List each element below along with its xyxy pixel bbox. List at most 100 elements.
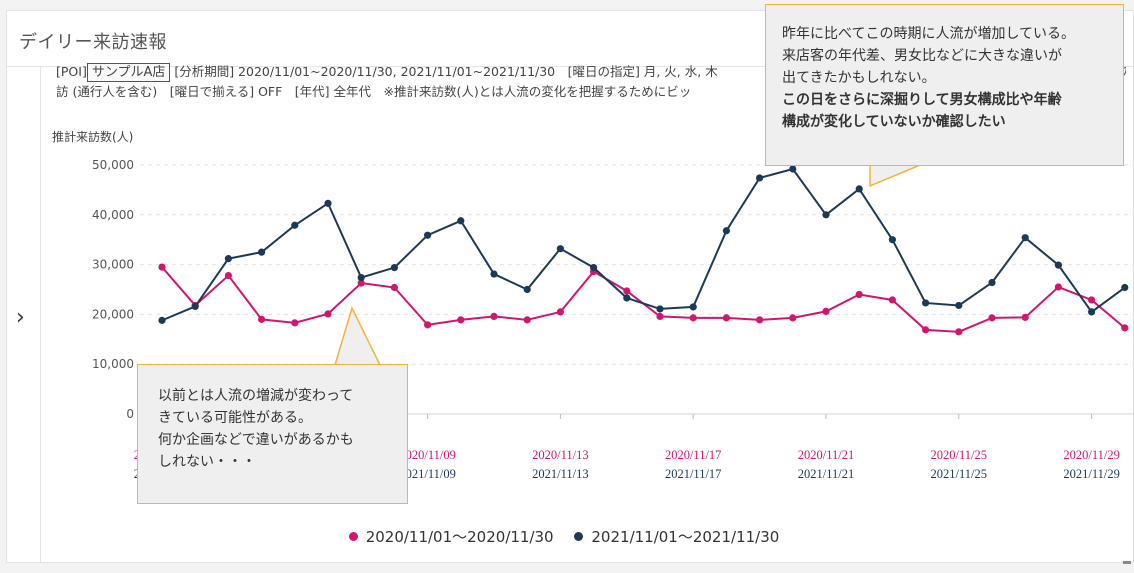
series-line-2020: [161, 266, 1126, 333]
x-tick-label-2020: 2020/11/21: [798, 448, 854, 462]
data-point-2020: [1121, 324, 1129, 332]
data-point-2020: [922, 326, 930, 334]
data-point-2020: [822, 307, 830, 316]
data-point-2020: [158, 263, 166, 271]
data-point-2020: [324, 310, 332, 318]
data-point-2020: [523, 316, 531, 324]
x-tick-label-2021: 2021/11/21: [798, 467, 854, 481]
data-point-2020: [1021, 313, 1029, 321]
data-point-2021: [822, 211, 830, 219]
data-point-2020: [756, 316, 764, 324]
callout-bottom-line-4: しれない・・・: [158, 454, 256, 470]
legend-dot-2020: [348, 532, 358, 541]
legend-label-2021: 2021/11/01〜2021/11/30: [591, 528, 780, 546]
card-header: デイリー来訪速報: [7, 11, 1133, 67]
data-point-2021: [1054, 261, 1062, 269]
callout-top: 昨年に比べてこの時期に人流が増加している。 来店客の年代差、男女比などに大きな違…: [765, 4, 1124, 166]
legend-label-2020: 2020/11/01〜2020/11/30: [365, 528, 554, 546]
data-point-2020: [291, 319, 299, 327]
data-point-2021: [457, 217, 465, 225]
x-tick-label-2021: 2021/11/09: [399, 467, 455, 481]
data-point-2021: [1088, 308, 1096, 316]
scrollbar-handle[interactable]: [1123, 561, 1131, 564]
x-tick-label-2020: 2020/11/25: [931, 448, 987, 462]
data-point-2021: [922, 299, 930, 307]
callout-top-line-4: この日をさらに深掘りして男女構成比や年齢: [782, 92, 1062, 108]
data-point-2020: [689, 314, 697, 322]
data-point-2021: [556, 245, 565, 253]
x-tick-label-2021: 2021/11/25: [931, 467, 987, 481]
data-point-2021: [224, 255, 232, 263]
data-point-2021: [490, 270, 498, 278]
legend-item-2020[interactable]: 2020/11/01〜2020/11/30: [348, 526, 554, 547]
data-point-2020: [955, 328, 963, 336]
side-column: ›: [7, 67, 41, 562]
data-point-2020: [556, 308, 565, 316]
page-title: デイリー来訪速報: [19, 32, 167, 53]
data-point-2021: [158, 316, 166, 324]
x-tick-label-2020: 2020/11/09: [399, 448, 455, 462]
data-point-2020: [855, 290, 863, 299]
x-tick-label-2021: 2021/11/29: [1063, 467, 1119, 481]
x-tick-label-2020: 2020/11/13: [532, 448, 588, 462]
data-point-2021: [756, 174, 764, 182]
data-point-2021: [357, 273, 365, 282]
data-point-2021: [1021, 234, 1029, 242]
data-point-2020: [224, 271, 232, 280]
chevron-right-icon[interactable]: ›: [16, 305, 25, 330]
callout-top-line-3: 出てきたかもしれない。: [782, 70, 936, 86]
data-point-2021: [523, 285, 531, 294]
data-point-2021: [191, 302, 199, 311]
analysis-conditions: [POI] サンプルA店 [分析期間] 2020/11/01~2020/11/30…: [56, 62, 1126, 102]
x-tick-label-2021: 2021/11/13: [532, 467, 588, 481]
series-line-2021: [161, 167, 1126, 322]
data-point-2021: [258, 248, 266, 256]
callout-bottom-line-3: 何か企画などで違いがあるかも: [158, 432, 354, 448]
callout-bottom-line-2: きている可能性がある。: [158, 410, 312, 426]
data-point-2020: [888, 296, 897, 304]
data-point-2020: [390, 283, 398, 292]
data-point-2021: [590, 263, 598, 272]
legend: 2020/11/01〜2020/11/30 2021/11/01〜2021/11…: [0, 526, 1128, 547]
data-point-2020: [1054, 283, 1062, 291]
data-point-2021: [291, 221, 299, 229]
data-point-2020: [789, 314, 797, 322]
data-point-2020: [623, 287, 631, 295]
data-point-2021: [689, 303, 697, 311]
data-point-2021: [623, 294, 631, 302]
data-point-2021: [656, 305, 664, 313]
data-point-2021: [424, 231, 432, 239]
data-point-2021: [1121, 283, 1129, 292]
callout-bottom-line-1: 以前とは人流の増減が変わって: [158, 388, 354, 404]
data-point-2021: [888, 236, 897, 244]
x-tick-label-2020: 2020/11/17: [665, 448, 721, 462]
data-point-2020: [722, 314, 731, 322]
data-point-2020: [424, 321, 432, 329]
x-tick-label-2021: 2021/11/17: [665, 467, 721, 481]
legend-item-2021[interactable]: 2021/11/01〜2021/11/30: [574, 526, 779, 547]
data-point-2021: [988, 278, 996, 287]
data-point-2021: [955, 301, 963, 310]
callout-bottom-pointer: [333, 305, 382, 366]
data-point-2021: [390, 263, 398, 272]
y-tick-label: 0: [126, 407, 134, 421]
y-tick-label: 10,000: [92, 357, 134, 371]
poi-label: [POI]: [56, 64, 87, 79]
data-point-2021: [789, 165, 797, 173]
callout-top-line-2: 来店客の年代差、男女比などに大きな違いが: [782, 48, 1062, 64]
data-point-2020: [1088, 296, 1096, 304]
callout-bottom: 以前とは人流の増減が変わって きている可能性がある。 何か企画などで違いがあるか…: [137, 364, 408, 504]
data-point-2021: [722, 227, 731, 235]
conditions-line-1: [POI] サンプルA店 [分析期間] 2020/11/01~2020/11/30…: [56, 62, 1126, 82]
y-tick-label: 30,000: [92, 258, 134, 272]
data-point-2020: [988, 314, 996, 322]
y-tick-label: 20,000: [92, 307, 134, 321]
data-point-2020: [457, 316, 465, 324]
poi-value-button[interactable]: サンプルA店: [86, 63, 171, 82]
callout-top-pointer: [869, 164, 921, 188]
data-point-2021: [855, 185, 863, 193]
y-tick-label: 40,000: [92, 208, 134, 222]
data-point-2020: [258, 315, 266, 323]
y-axis-label: 推計来訪数(人): [52, 130, 134, 144]
